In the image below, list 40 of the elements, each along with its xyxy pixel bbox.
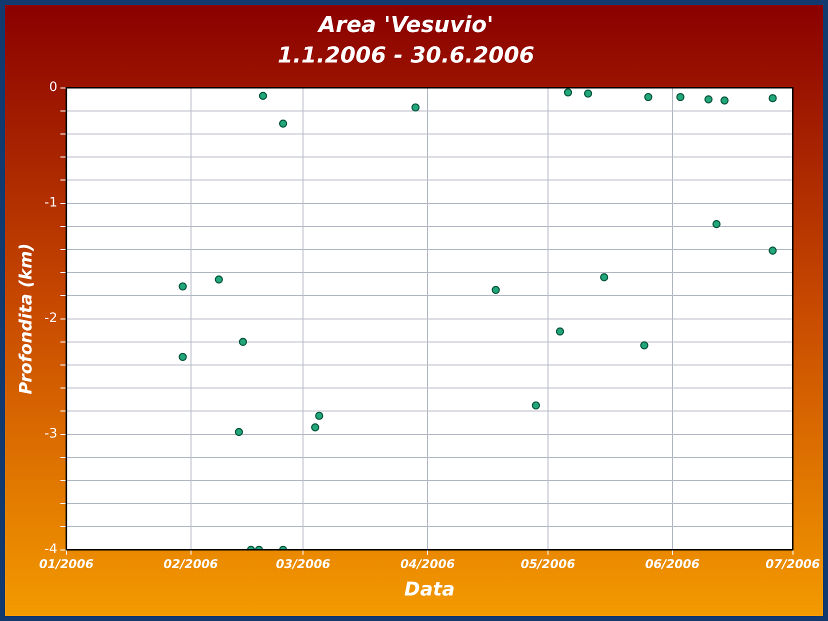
y-tick-label: -1 <box>44 196 58 211</box>
point <box>644 92 652 102</box>
x-tick-label: 06/2006 <box>645 557 700 572</box>
point <box>768 94 777 102</box>
point <box>712 220 721 228</box>
x-axis-title: Data <box>404 578 455 601</box>
x-tick-label: 07/2006 <box>766 557 820 572</box>
x-tick-label: 01/2006 <box>39 557 94 572</box>
point <box>258 92 268 100</box>
point <box>600 273 608 282</box>
point <box>704 95 713 104</box>
x-tick-label: 05/2006 <box>520 557 576 572</box>
point <box>640 341 648 350</box>
point <box>214 275 223 284</box>
y-tick-label: -4 <box>44 542 58 558</box>
chart-title: Area 'Vesuvio' <box>316 12 494 38</box>
point <box>720 96 729 105</box>
point <box>584 89 592 98</box>
x-tick-label: 04/2006 <box>400 557 455 572</box>
x-tick-label: 03/2006 <box>276 557 330 572</box>
point <box>768 246 777 255</box>
point <box>278 120 288 128</box>
y-tick-label: -3 <box>44 426 58 442</box>
point <box>178 352 187 362</box>
point <box>411 103 420 112</box>
point <box>564 88 572 97</box>
chart-subtitle: 1.1.2006 - 30.6.2006 <box>278 43 534 68</box>
y-tick-label: 0 <box>49 80 58 96</box>
y-tick-label: -2 <box>44 311 58 326</box>
point <box>556 327 564 336</box>
point <box>492 286 500 294</box>
point <box>234 428 244 436</box>
point <box>315 412 324 420</box>
point <box>178 282 187 291</box>
point <box>532 401 540 410</box>
point <box>238 338 248 346</box>
x-tick-label: 02/2006 <box>164 557 218 572</box>
point <box>676 92 684 102</box>
point <box>311 423 320 432</box>
y-axis-title: Profondita (km) <box>16 243 37 394</box>
